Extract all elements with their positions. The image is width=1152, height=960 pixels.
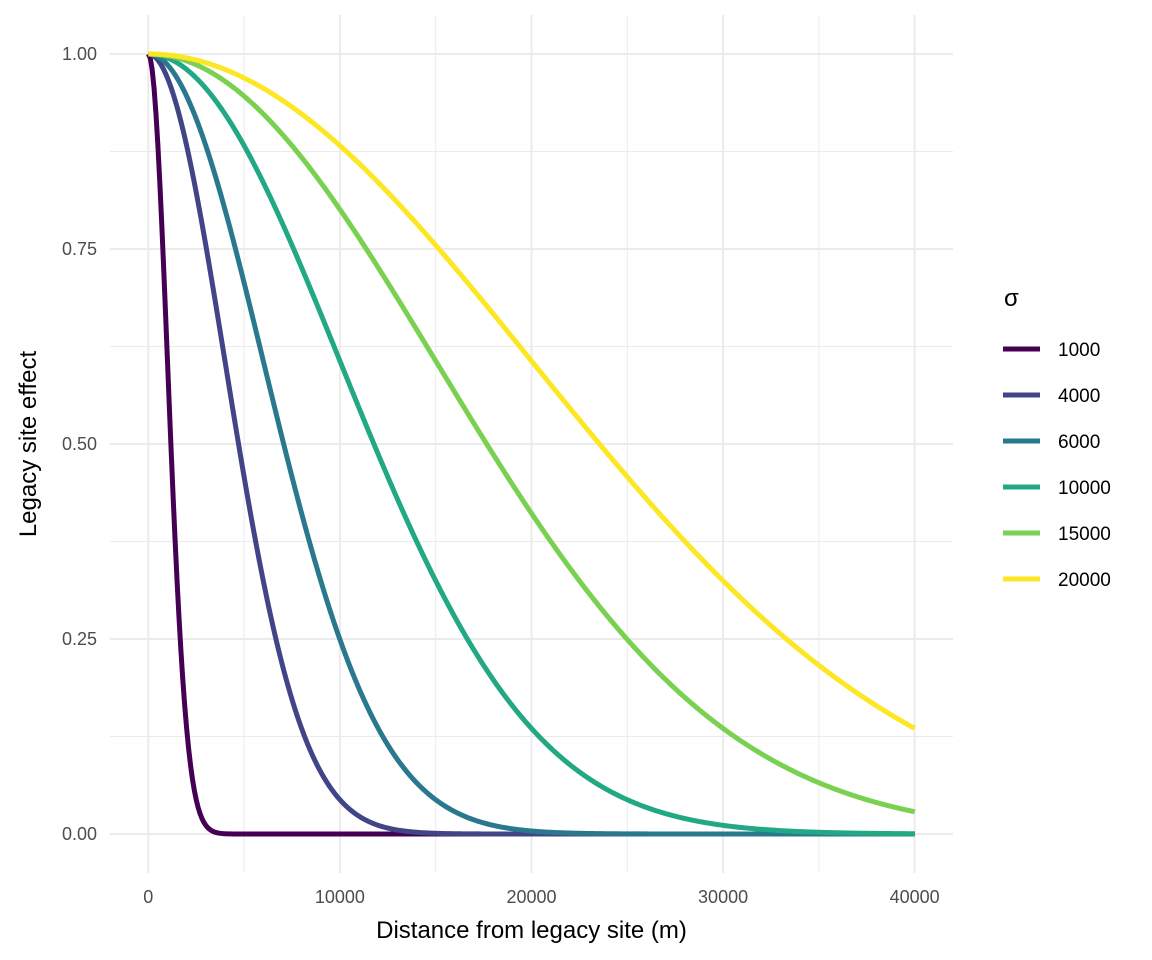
legend: σ 1000 4000 6000 10000 15000 20000	[1003, 285, 1111, 591]
x-tick-label: 10000	[315, 887, 365, 907]
x-tick-label: 20000	[506, 887, 556, 907]
x-tick-label: 0	[143, 887, 153, 907]
series-line-15000	[147, 51, 916, 815]
legend-item: 20000	[1003, 570, 1111, 591]
legend-label: 15000	[1058, 524, 1111, 545]
y-axis-title: Legacy site effect	[15, 351, 42, 538]
series-lines	[146, 51, 916, 837]
legend-item: 1000	[1003, 340, 1100, 361]
y-tick-label: 1.00	[62, 44, 97, 64]
legend-label: 1000	[1058, 340, 1100, 361]
legend-item: 4000	[1003, 386, 1100, 407]
y-tick-label: 0.25	[62, 629, 97, 649]
x-tick-label: 40000	[890, 887, 940, 907]
legend-label: 4000	[1058, 386, 1100, 407]
legend-label: 10000	[1058, 478, 1111, 499]
y-tick-label: 0.50	[62, 434, 97, 454]
series-line-6000	[147, 51, 916, 837]
x-tick-label: 30000	[698, 887, 748, 907]
x-axis-title: Distance from legacy site (m)	[376, 917, 687, 944]
y-axis-ticks: 0.00 0.25 0.50 0.75 1.00	[62, 44, 97, 844]
x-axis-ticks: 0 10000 20000 30000 40000	[143, 887, 939, 907]
legend-item: 6000	[1003, 432, 1100, 453]
y-tick-label: 0.00	[62, 824, 97, 844]
y-tick-label: 0.75	[62, 239, 97, 259]
series-line-20000	[147, 51, 916, 731]
legend-label: 6000	[1058, 432, 1100, 453]
legend-title: σ	[1004, 285, 1019, 312]
series-line-10000	[147, 51, 916, 837]
legend-item: 15000	[1003, 524, 1111, 545]
legend-item: 10000	[1003, 478, 1111, 499]
legend-label: 20000	[1058, 570, 1111, 591]
